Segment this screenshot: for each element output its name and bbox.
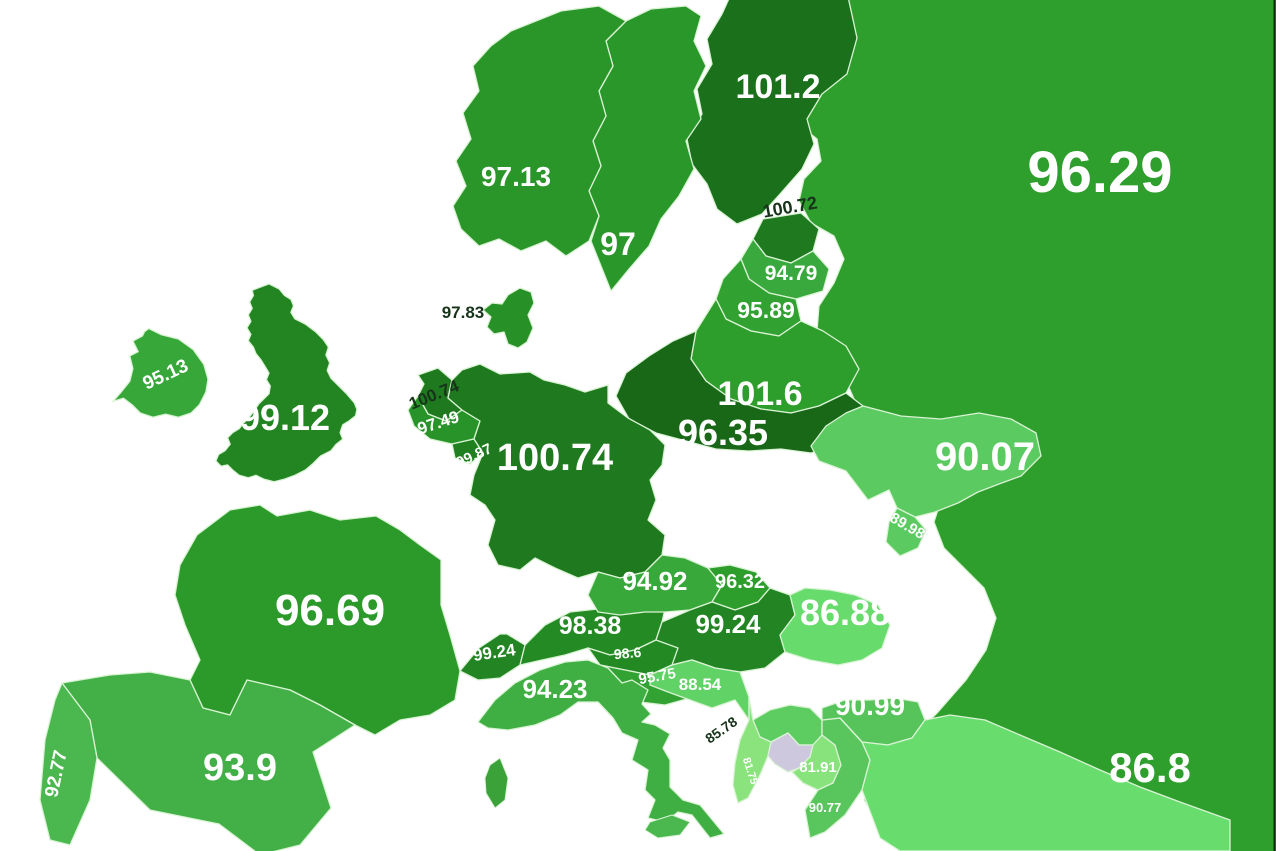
svg-text:97.83: 97.83 bbox=[442, 303, 485, 322]
svg-text:86.8: 86.8 bbox=[1109, 744, 1191, 791]
svg-text:100.74: 100.74 bbox=[497, 437, 613, 479]
svg-text:93.9: 93.9 bbox=[203, 747, 277, 789]
svg-text:98.38: 98.38 bbox=[559, 612, 622, 640]
svg-text:81.91: 81.91 bbox=[799, 759, 837, 776]
svg-text:97.13: 97.13 bbox=[481, 161, 551, 192]
svg-text:101.2: 101.2 bbox=[735, 68, 820, 106]
svg-text:94.79: 94.79 bbox=[765, 262, 818, 285]
svg-text:97: 97 bbox=[600, 226, 636, 262]
svg-text:88.54: 88.54 bbox=[679, 675, 722, 694]
svg-text:95.89: 95.89 bbox=[737, 297, 795, 323]
svg-text:96.29: 96.29 bbox=[1027, 140, 1172, 205]
svg-text:96.69: 96.69 bbox=[275, 586, 385, 635]
svg-text:99.24: 99.24 bbox=[695, 609, 761, 639]
svg-text:98.6: 98.6 bbox=[613, 644, 642, 662]
svg-text:101.6: 101.6 bbox=[717, 375, 802, 413]
svg-text:90.77: 90.77 bbox=[809, 800, 842, 815]
svg-text:94.92: 94.92 bbox=[622, 566, 687, 596]
svg-text:90.07: 90.07 bbox=[935, 435, 1035, 479]
svg-text:96.32: 96.32 bbox=[715, 571, 765, 593]
svg-text:89.6: 89.6 bbox=[764, 684, 799, 704]
svg-text:94.23: 94.23 bbox=[522, 674, 587, 704]
svg-text:86.88: 86.88 bbox=[800, 592, 890, 633]
svg-text:96.35: 96.35 bbox=[678, 412, 768, 453]
svg-text:99.12: 99.12 bbox=[240, 397, 330, 438]
svg-text:90.99: 90.99 bbox=[835, 690, 905, 721]
